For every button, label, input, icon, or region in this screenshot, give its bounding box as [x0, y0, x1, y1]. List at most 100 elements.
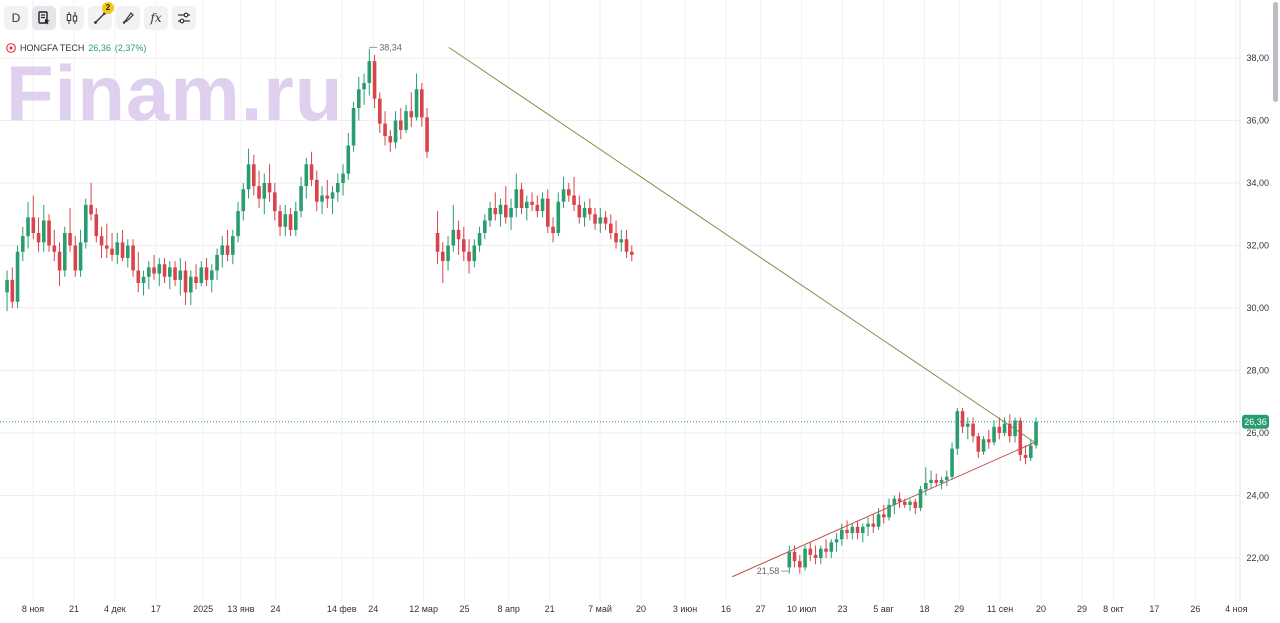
candle-body — [561, 189, 566, 202]
candle-body — [897, 498, 902, 502]
candle-body — [855, 526, 860, 533]
last-price-label: 26,36 — [1244, 417, 1267, 427]
brush-icon — [122, 12, 134, 24]
document-cursor-icon — [38, 11, 50, 25]
candle-body — [99, 236, 104, 246]
toolbar: D 2 fx — [4, 2, 196, 32]
candle-body — [246, 164, 251, 190]
time-tick-label: 4 ноя — [1225, 604, 1247, 614]
time-tick-label: 24 — [271, 604, 281, 614]
candle-body — [535, 204, 540, 212]
candle-body — [299, 186, 303, 212]
candle-body — [918, 489, 923, 508]
chart-type-button[interactable] — [60, 6, 84, 30]
candle-body — [367, 61, 372, 83]
price-tick-label: 22,00 — [1246, 553, 1269, 563]
candle-body — [525, 201, 529, 208]
time-tick-label: 5 авг — [873, 604, 894, 614]
candle-body — [908, 501, 912, 505]
candle-body — [593, 214, 597, 224]
candle-body — [892, 498, 897, 505]
exchange-logo-icon — [6, 43, 16, 53]
settings-button[interactable] — [172, 6, 196, 30]
candle-body — [131, 245, 135, 271]
candle-body — [84, 204, 88, 243]
symbol-price: 26,36 — [88, 43, 111, 53]
candle-body — [834, 539, 839, 543]
candle-body — [63, 233, 67, 271]
high-label: 38,34 — [379, 42, 402, 52]
candle-body — [498, 204, 503, 215]
candle-body — [1034, 421, 1038, 446]
time-tick-label: 7 май — [588, 604, 612, 614]
candle-body — [950, 448, 954, 477]
candle-body — [294, 211, 298, 230]
candle-body — [57, 251, 62, 271]
candle-body — [435, 233, 440, 252]
candle-body — [572, 195, 576, 205]
drawings-button[interactable]: 2 — [88, 2, 114, 30]
candle-body — [157, 264, 162, 274]
time-tick-label: 3 июн — [673, 604, 697, 614]
candle-body — [939, 479, 944, 483]
time-tick-label: 8 апр — [497, 604, 519, 614]
last-price-box — [1242, 414, 1269, 429]
candle-body — [798, 561, 802, 568]
symbol-legend: HONGFA TECH 26,36 (2,37%) — [6, 43, 146, 53]
candle-body — [393, 120, 398, 143]
time-tick-label: 21 — [69, 604, 79, 614]
time-tick-label: 21 — [545, 604, 555, 614]
price-axis[interactable]: 22,00 24,00 26,00 28,00 30,00 32,00 34,00 36,00… — [1246, 53, 1269, 563]
candle-body — [987, 439, 991, 443]
candle-body — [414, 89, 419, 118]
candle-body — [1002, 423, 1007, 433]
trendlines[interactable] — [448, 46, 1035, 578]
candle-body — [362, 83, 366, 90]
candle-body — [824, 548, 828, 552]
candlestick-icon — [66, 12, 78, 24]
candle-body — [73, 245, 78, 271]
candle-body — [26, 217, 30, 237]
candle-body — [168, 267, 172, 277]
candle-body — [446, 245, 450, 262]
interval-button[interactable]: D — [4, 6, 28, 30]
chart-settings-button[interactable] — [32, 6, 56, 30]
candle-body — [504, 204, 508, 218]
candle-body — [89, 204, 93, 215]
candle-body — [929, 479, 933, 483]
indicators-button[interactable]: fx — [144, 6, 168, 30]
candle-body — [262, 183, 267, 199]
candle-body — [47, 220, 51, 246]
candle-body — [42, 220, 46, 243]
price-tick-label: 30,00 — [1246, 303, 1269, 313]
candle-body — [850, 526, 855, 533]
time-tick-label: 18 — [919, 604, 929, 614]
brush-button[interactable] — [116, 6, 140, 30]
candle-body — [178, 270, 183, 280]
candle-body — [346, 145, 351, 174]
time-axis[interactable]: 8 ноя 21 4 дек 17 2025 13 янв 24 14 фев 24 12 мар… — [22, 0, 1248, 614]
candle-body — [866, 523, 870, 527]
candle-body — [981, 439, 986, 452]
candle-body — [330, 192, 335, 199]
candle-body — [603, 217, 608, 224]
candle-body — [609, 223, 613, 233]
time-tick-label: 2025 — [193, 604, 213, 614]
price-tick-label: 32,00 — [1246, 241, 1269, 251]
time-tick-label: 10 июл — [787, 604, 816, 614]
candle-body — [236, 211, 240, 237]
candle-body — [1013, 420, 1017, 437]
candles[interactable] — [5, 48, 1038, 574]
symbol-name: HONGFA TECH — [20, 43, 85, 53]
price-scrollbar[interactable] — [1273, 2, 1278, 102]
trendline-upper — [448, 46, 1035, 443]
candle-body — [141, 276, 146, 283]
candle-body — [829, 542, 834, 552]
candle-body — [540, 198, 545, 212]
candle-body — [351, 108, 356, 146]
candle-body — [225, 245, 230, 255]
candle-body — [210, 270, 214, 280]
price-tick-label: 24,00 — [1246, 491, 1269, 501]
time-tick-label: 11 сен — [987, 604, 1013, 614]
